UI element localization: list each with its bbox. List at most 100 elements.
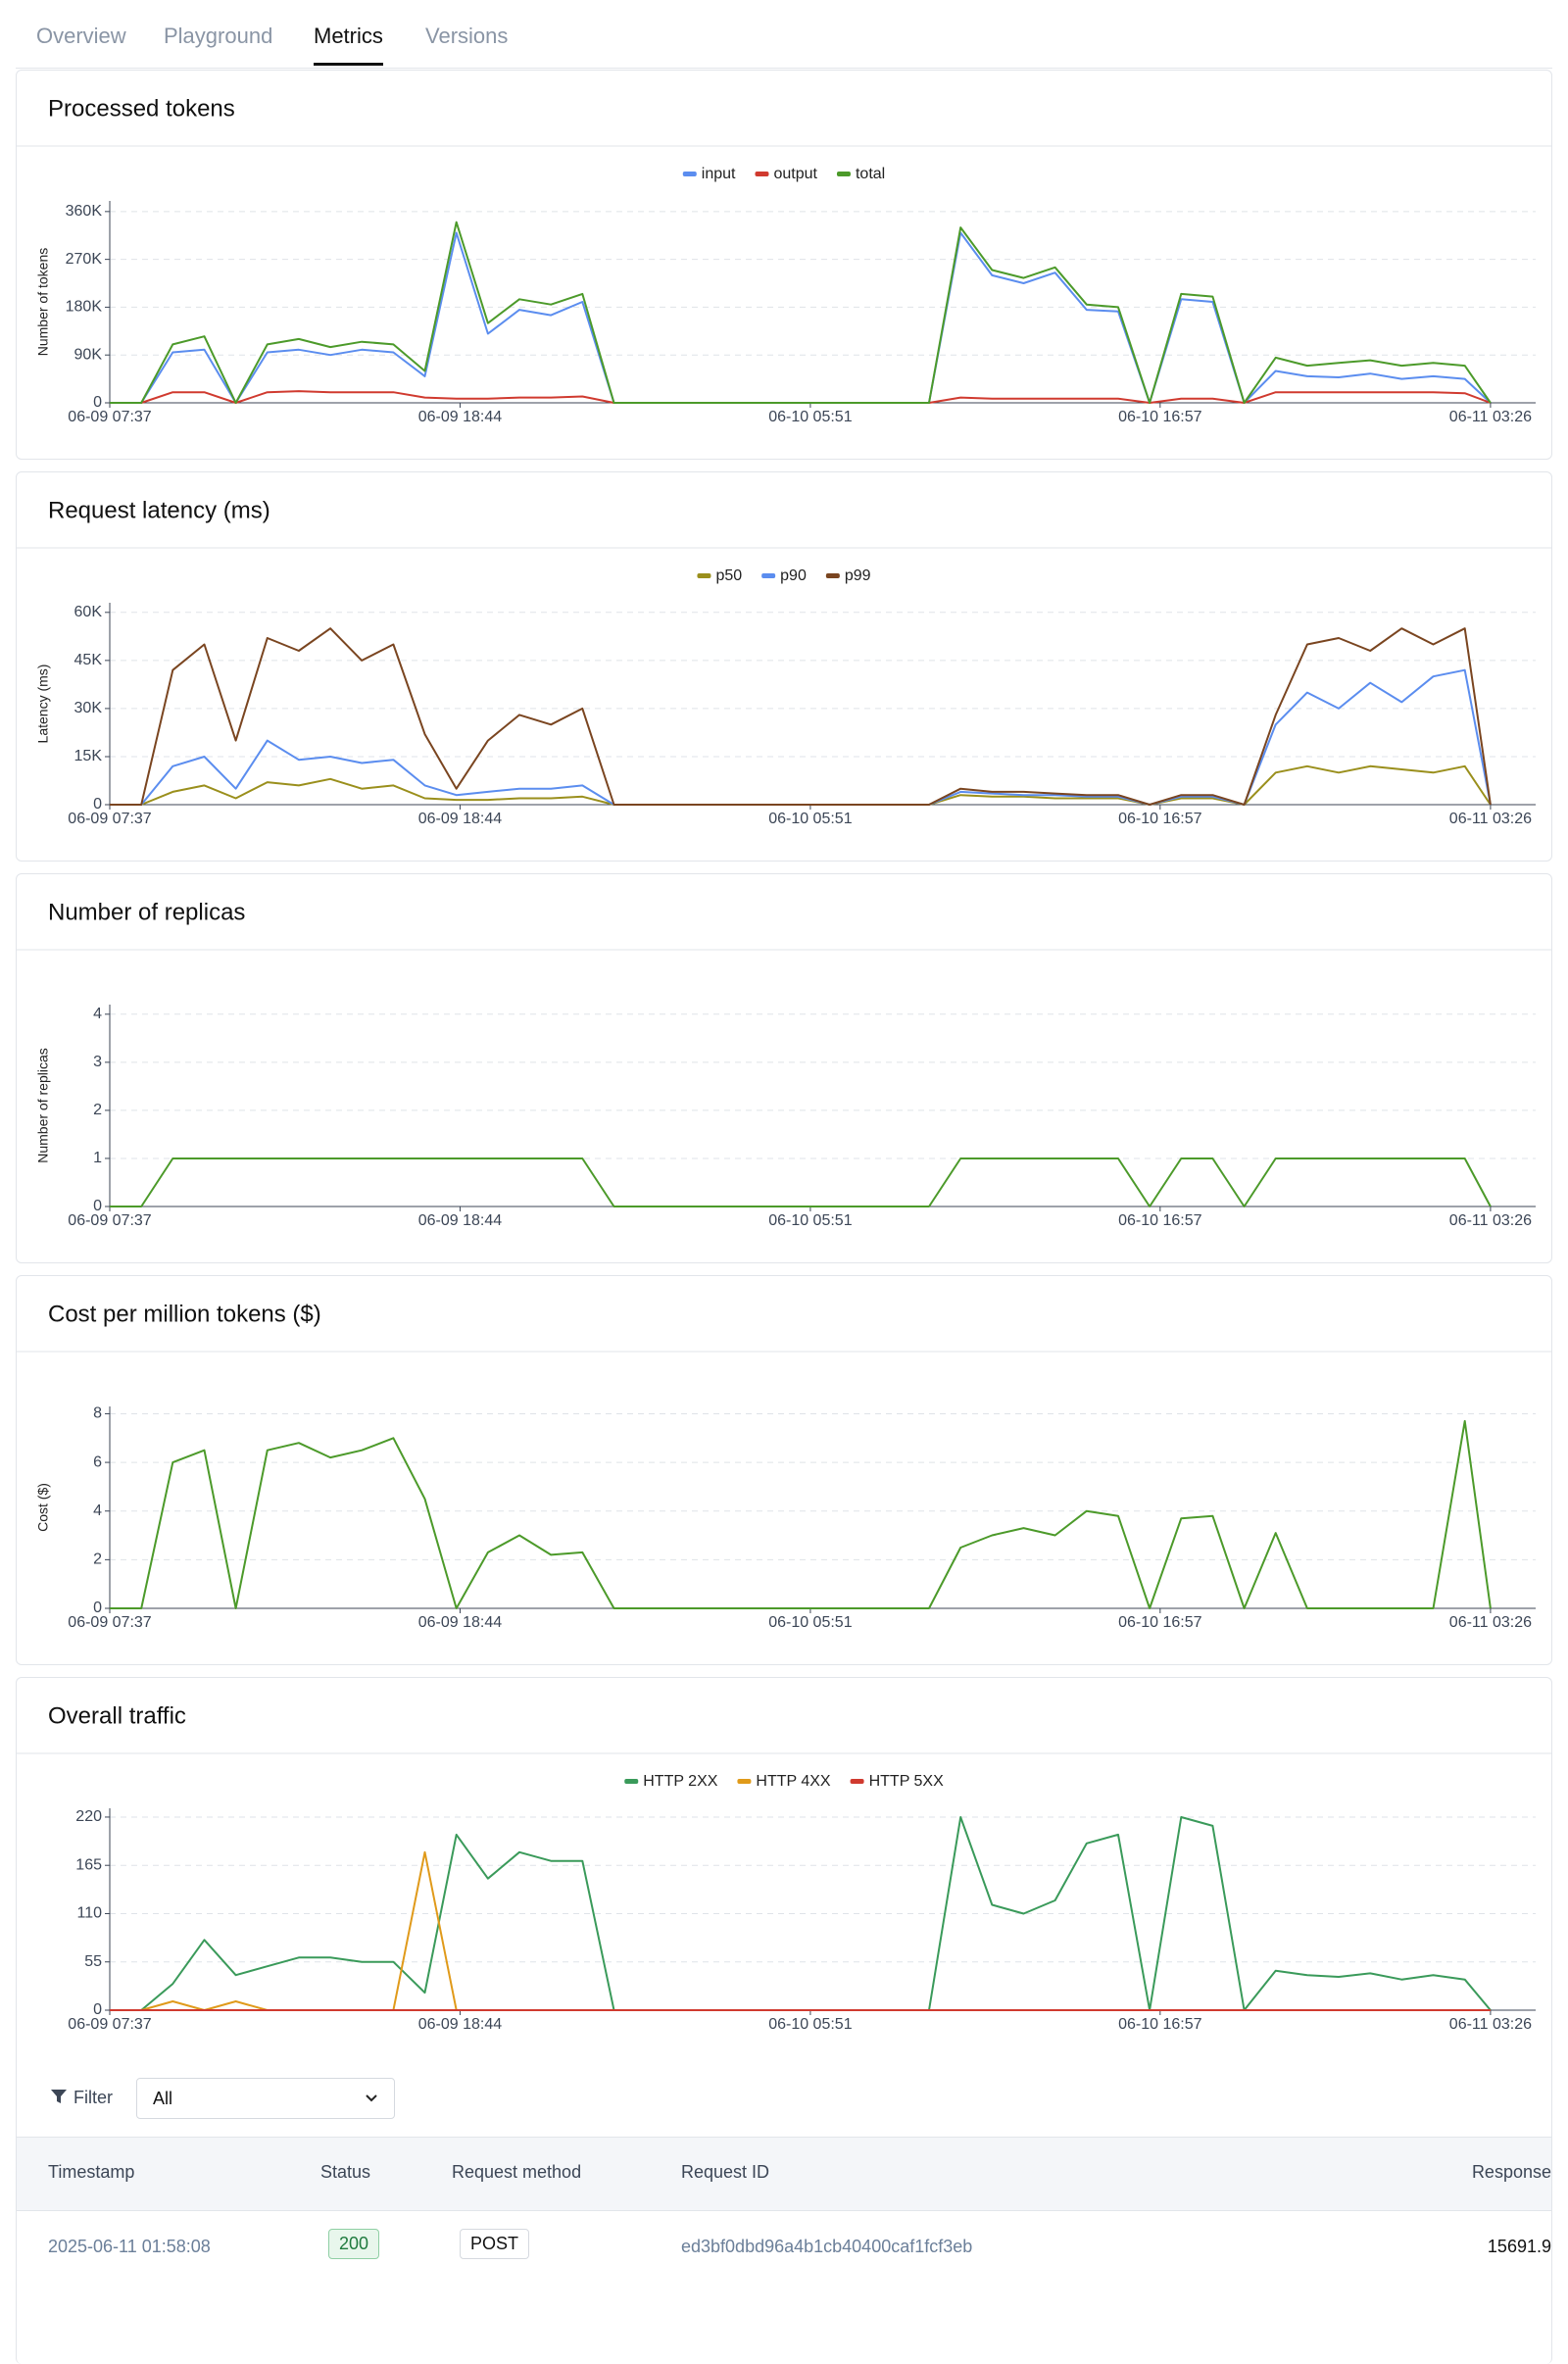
x-tick-label: 06-09 18:44 [418,409,503,425]
y-tick-label: 0 [93,394,102,411]
series-line [110,1157,1492,1207]
y-tick-label: 45K [74,652,103,668]
chart-card: Processed tokens Number of tokens 0 90K 180K… [16,70,1552,460]
x-tick-label: 06-10 16:57 [1118,409,1202,425]
x-tick-label: 06-11 03:26 [1449,409,1532,425]
y-tick-label: 55 [84,1953,102,1970]
x-tick-label: 06-09 18:44 [418,811,503,827]
tab[interactable]: Metrics [314,24,383,48]
legend-swatch [836,172,851,176]
filter-select[interactable]: All [136,2078,395,2119]
y-axis-label: Cost ($) [35,1483,51,1532]
y-tick-label: 360K [66,203,103,220]
y-axis-label: Latency (ms) [35,665,51,744]
y-tick-label: 110 [76,1905,102,1922]
table-header [17,2137,1551,2211]
column-header: Response [1471,2162,1551,2182]
legend-label: HTTP 4XX [756,1773,831,1790]
filter-value: All [153,2089,173,2108]
y-tick-label: 15K [74,748,103,764]
y-tick-label: 2 [93,1102,102,1118]
legend-swatch [761,573,776,578]
tab-underline [314,63,383,66]
y-tick-label: 4 [93,1006,102,1022]
y-axis-label: Number of tokens [35,248,51,357]
tab[interactable]: Overview [36,24,126,48]
x-tick-label: 06-09 07:37 [68,811,152,827]
tab-divider [16,68,1552,69]
y-tick-label: 0 [93,2001,102,2018]
x-tick-label: 06-09 18:44 [418,1212,503,1229]
chart-title: Processed tokens [48,95,235,122]
x-tick-label: 06-10 05:51 [768,409,853,425]
legend-swatch [825,573,840,578]
series-line [110,231,1492,404]
x-tick-label: 06-10 05:51 [768,811,853,827]
y-axis-label: Number of replicas [35,1048,51,1163]
x-tick-label: 06-11 03:26 [1449,1614,1532,1631]
x-tick-label: 06-09 07:37 [68,1212,152,1229]
tab[interactable]: Versions [425,24,509,48]
chart-title: Overall traffic [48,1702,186,1729]
series-line [110,221,1492,404]
response-time: 15691.9 [1487,2237,1551,2256]
series-line [110,764,1492,806]
series-line [110,390,1492,404]
x-tick-label: 06-09 07:37 [68,409,152,425]
y-tick-label: 270K [66,251,103,268]
x-tick-label: 06-10 05:51 [768,2016,853,2033]
method-badge: POST [460,2229,530,2259]
x-tick-label: 06-10 16:57 [1118,1212,1202,1229]
x-tick-label: 06-09 07:37 [68,2016,152,2033]
y-tick-label: 1 [93,1150,102,1166]
legend-swatch [755,172,769,176]
y-tick-label: 2 [93,1551,102,1568]
status-badge: 200 [328,2229,380,2259]
y-tick-label: 0 [93,1198,102,1214]
chart-card: Cost per million tokens ($) Cost ($) 0 2 4 6 8… [16,1275,1552,1665]
legend-swatch [737,1779,752,1784]
x-tick-label: 06-11 03:26 [1449,2016,1532,2033]
column-header: Request ID [681,2162,770,2182]
y-tick-label: 8 [93,1405,102,1422]
filter-label[interactable]: Filter [74,2088,113,2107]
legend-label: HTTP 5XX [869,1773,945,1790]
x-tick-label: 06-11 03:26 [1449,1212,1532,1229]
y-tick-label: 220 [75,1808,102,1825]
y-tick-label: 165 [75,1856,102,1873]
legend-swatch [697,573,711,578]
legend-label: p50 [715,567,742,584]
chart: Number of replicas Number of replicas 0 1 2 3… [17,899,1551,1229]
filter-icon [51,2090,67,2103]
legend-swatch [624,1779,639,1784]
tab[interactable]: Playground [164,24,273,48]
chart: Overall traffic 0 55 110 165 220 06-09 07:37 06… [17,1702,1551,2033]
chart-title: Request latency (ms) [48,497,270,523]
y-tick-label: 0 [93,796,102,813]
column-header: Request method [452,2162,582,2182]
y-tick-label: 30K [74,700,103,716]
column-header: Status [320,2162,371,2182]
chart: Request latency (ms) Latency (ms) 0 15K 30K 4… [17,497,1551,827]
request-id: ed3bf0dbd96a4b1cb40400caf1fcf3eb [681,2237,973,2256]
x-tick-label: 06-10 05:51 [768,1212,853,1229]
x-tick-label: 06-09 18:44 [418,2016,503,2033]
legend: input output total [682,166,885,182]
x-tick-label: 06-10 05:51 [768,1614,853,1631]
chart-card: Request latency (ms) Latency (ms) 0 15K 30K 4… [16,471,1552,862]
timestamp[interactable]: 2025-06-11 01:58:08 [48,2237,211,2256]
x-tick-label: 06-09 18:44 [418,1614,503,1631]
y-tick-label: 4 [93,1502,102,1519]
chart-card: Number of replicas Number of replicas 0 1 2 3… [16,873,1552,1263]
x-tick-label: 06-10 16:57 [1118,811,1202,827]
chart-title: Cost per million tokens ($) [48,1301,321,1327]
series-line [110,1419,1492,1609]
requests-panel: Filter All Timestamp Status Request method… [16,2062,1552,2297]
series-line [110,1850,1491,2011]
chart: Cost per million tokens ($) Cost ($) 0 2 4 6 8… [17,1301,1551,1631]
x-tick-label: 06-11 03:26 [1449,811,1532,827]
legend-label: input [702,166,736,182]
y-tick-label: 3 [93,1054,102,1070]
legend-label: p90 [780,567,807,584]
x-tick-label: 06-09 07:37 [68,1614,152,1631]
